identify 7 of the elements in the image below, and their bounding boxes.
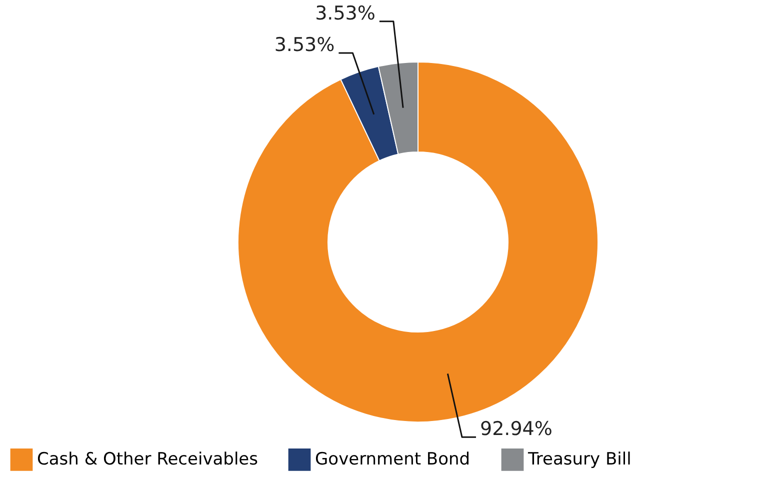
legend-label: Treasury Bill <box>527 450 632 470</box>
data-label: 3.53% <box>315 2 376 24</box>
data-label: 92.94% <box>480 418 552 440</box>
donut-slice <box>238 62 598 422</box>
legend-label: Government Bond <box>315 450 470 470</box>
legend-label: Cash & Other Receivables <box>37 450 258 470</box>
data-label: 3.53% <box>274 34 335 56</box>
